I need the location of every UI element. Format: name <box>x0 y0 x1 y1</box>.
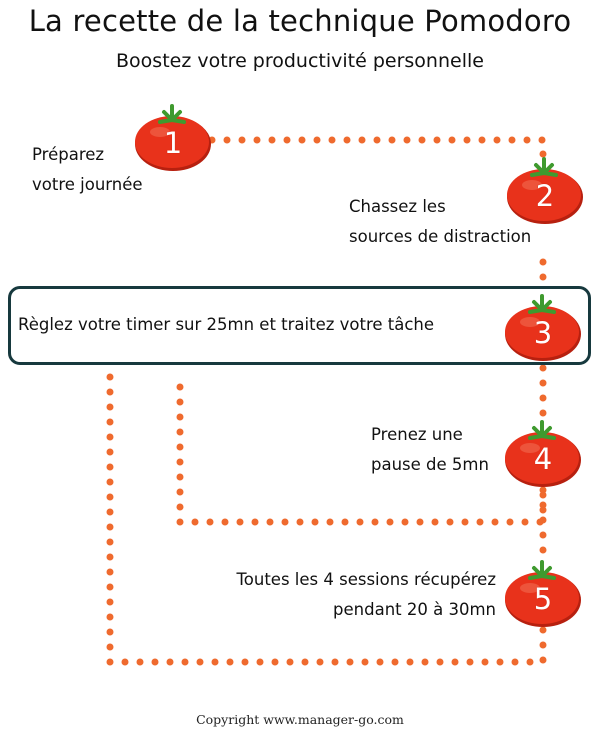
step-2-line-1: Chassez les <box>349 197 446 216</box>
diagram-title: La recette de la technique Pomodoro <box>28 4 572 38</box>
tomato-step-4-number: 4 <box>533 442 553 476</box>
tomato-step-1-number: 1 <box>163 126 183 160</box>
step-2-text: Chassez les sources de distraction <box>349 192 531 252</box>
tomato-step-2-number: 2 <box>535 179 555 213</box>
copyright-footer: Copyright www.manager-go.com <box>196 712 404 727</box>
step-2-line-2: sources de distraction <box>349 227 532 246</box>
tomato-step-5-number: 5 <box>533 582 553 616</box>
tomato-step-3-icon: 3 <box>502 290 584 362</box>
step-5-line-1: Toutes les 4 sessions récupérez <box>236 570 497 589</box>
connector-1-to-2 <box>208 136 547 169</box>
step-5-line-2: pendant 20 à 30mn <box>333 600 496 619</box>
tomato-step-4-icon: 4 <box>502 416 584 488</box>
step-4-line-2: pause de 5mn <box>371 455 489 474</box>
tomato-step-5-icon: 5 <box>502 556 584 628</box>
step-3-line-1: Règlez votre timer sur 25mn et traitez v… <box>18 315 435 334</box>
diagram-subtitle: Boostez votre productivité personnelle <box>116 50 484 72</box>
step-5-text: Toutes les 4 sessions récupérez pendant … <box>200 565 497 625</box>
tomato-step-2-icon: 2 <box>504 153 586 225</box>
step-3-text: Règlez votre timer sur 25mn et traitez v… <box>18 310 434 340</box>
connector-4-loop-back <box>176 368 547 526</box>
step-1-line-1: Préparez <box>32 145 105 164</box>
tomato-step-1-icon: 1 <box>132 100 214 172</box>
step-3-highlight-box <box>8 286 591 365</box>
step-1-text: Préparez votre journée <box>32 140 143 200</box>
step-1-line-2: votre journée <box>32 175 143 194</box>
step-4-text: Prenez une pause de 5mn <box>371 420 489 480</box>
tomato-step-3-number: 3 <box>533 316 553 350</box>
step-4-line-1: Prenez une <box>371 425 463 444</box>
